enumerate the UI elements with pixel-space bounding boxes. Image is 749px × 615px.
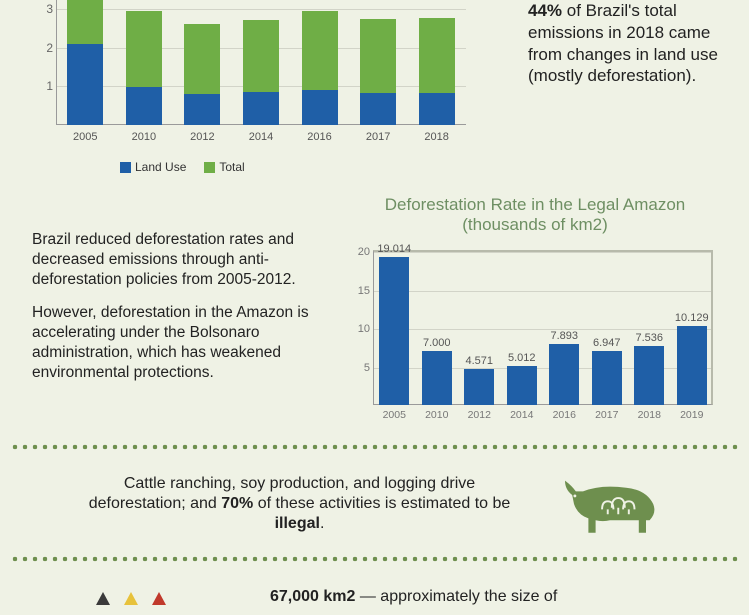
xtick-label: 2016 <box>307 131 331 143</box>
bottom-stat-num: 67,000 km2 <box>270 588 355 605</box>
legend-swatch-land <box>120 162 131 173</box>
triangle-icon-1 <box>96 592 110 605</box>
emissions-bar: 2017 <box>360 0 396 125</box>
value-label: 5.012 <box>508 352 536 364</box>
xtick-label: 2014 <box>249 131 273 143</box>
prose-p1: Brazil reduced deforestation rates and d… <box>32 230 312 289</box>
deforestation-chart: Deforestation Rate in the Legal Amazon (… <box>340 195 730 425</box>
divider-dots-2 <box>10 556 739 562</box>
xtick-label: 2012 <box>468 409 491 421</box>
bottom-stat-rest: — approximately the size of <box>355 588 557 605</box>
value-label: 4.571 <box>465 355 493 367</box>
legend-swatch-total <box>204 162 215 173</box>
cattle-mid: of these activities is estimated to be <box>253 495 510 512</box>
legend-label-land: Land Use <box>135 160 186 174</box>
def-bar: 7.5362018 <box>634 250 664 405</box>
xtick-label: 2018 <box>424 131 448 143</box>
def-title-l1: Deforestation Rate in the Legal Amazon <box>385 195 686 214</box>
def-bar: 4.5712012 <box>464 250 494 405</box>
cattle-post: . <box>320 515 324 532</box>
value-label: 7.000 <box>423 337 451 349</box>
xtick-label: 2010 <box>132 131 156 143</box>
def-bar: 5.0122014 <box>507 250 537 405</box>
emissions-bar: 2005 <box>67 0 103 125</box>
xtick-label: 2005 <box>383 409 406 421</box>
def-bar: 19.0142005 <box>379 250 409 405</box>
cattle-word: illegal <box>275 515 320 532</box>
xtick-label: 2018 <box>638 409 661 421</box>
xtick-label: 2005 <box>73 131 97 143</box>
xtick-label: 2010 <box>425 409 448 421</box>
triangle-icons <box>96 592 166 605</box>
xtick-label: 2012 <box>190 131 214 143</box>
emissions-bar: 2010 <box>126 0 162 125</box>
value-label: 19.014 <box>377 243 411 255</box>
xtick-label: 2017 <box>595 409 618 421</box>
prose-block: Brazil reduced deforestation rates and d… <box>32 230 312 383</box>
def-bar: 7.8932016 <box>549 250 579 405</box>
def-bar: 7.0002010 <box>422 250 452 405</box>
ytick-label: 20 <box>352 246 370 258</box>
ytick-label: 5 <box>352 362 370 374</box>
divider-dots-1 <box>10 444 739 450</box>
ytick-label: 10 <box>352 323 370 335</box>
ytick-label: 2 <box>39 41 53 55</box>
callout-pct: 44% <box>528 1 562 20</box>
value-label: 7.536 <box>635 332 663 344</box>
cattle-band: Cattle ranching, soy production, and log… <box>0 460 749 548</box>
prose-p2: However, deforestation in the Amazon is … <box>32 303 312 382</box>
emissions-bar: 2012 <box>184 0 220 125</box>
bottom-stat: 67,000 km2 — approximately the size of <box>270 588 557 606</box>
cattle-pct: 70% <box>221 495 253 512</box>
xtick-label: 2019 <box>680 409 703 421</box>
legend-label-total: Total <box>219 160 244 174</box>
xtick-label: 2014 <box>510 409 533 421</box>
emissions-bar: 2016 <box>302 0 338 125</box>
triangle-icon-3 <box>152 592 166 605</box>
value-label: 6.947 <box>593 337 621 349</box>
value-label: 7.893 <box>550 330 578 342</box>
xtick-label: 2017 <box>366 131 390 143</box>
cow-icon <box>555 468 665 540</box>
ytick-label: 1 <box>39 79 53 93</box>
emissions-bar: 2014 <box>243 0 279 125</box>
def-title-l2: (thousands of km2) <box>462 215 608 234</box>
triangle-icon-2 <box>124 592 138 605</box>
def-bar: 6.9472017 <box>592 250 622 405</box>
ytick-label: 15 <box>352 285 370 297</box>
emissions-legend: Land Use Total <box>120 160 245 174</box>
def-bars: 19.0142005 7.0002010 4.5712012 5.0122014 7.8… <box>373 250 713 405</box>
emissions-bar: 2018 <box>419 0 455 125</box>
ytick-label: 3 <box>39 2 53 16</box>
emissions-chart: 1 2 3 2005 2010 2012 2014 2016 2017 2018 <box>28 0 488 160</box>
emissions-bars: 2005 2010 2012 2014 2016 2017 2018 <box>56 0 466 125</box>
cattle-text: Cattle ranching, soy production, and log… <box>85 474 515 534</box>
def-bar: 10.1292019 <box>677 250 707 405</box>
xtick-label: 2016 <box>553 409 576 421</box>
value-label: 10.129 <box>675 312 709 324</box>
callout-emissions-share: 44% of Brazil's total emissions in 2018 … <box>528 0 726 87</box>
